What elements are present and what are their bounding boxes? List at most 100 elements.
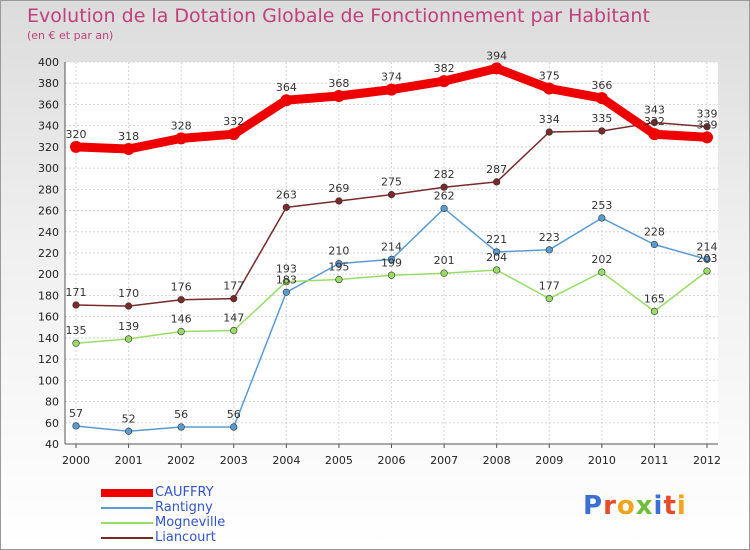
- data-label: 193: [276, 263, 297, 276]
- y-tick-label: 240: [38, 226, 59, 239]
- data-label: 214: [381, 240, 402, 253]
- data-label: 263: [276, 188, 297, 201]
- data-label: 199: [381, 256, 402, 269]
- legend-label: Mogneville: [155, 515, 226, 530]
- data-label: 228: [644, 226, 665, 239]
- data-point: [545, 128, 553, 136]
- data-point: [440, 183, 448, 191]
- data-point: [282, 278, 290, 286]
- data-label: 170: [118, 287, 139, 300]
- y-tick-label: 200: [38, 268, 59, 281]
- y-tick-label: 80: [45, 396, 59, 409]
- data-label: 368: [328, 77, 349, 90]
- y-tick-label: 220: [38, 247, 59, 260]
- data-point: [648, 128, 661, 141]
- data-point: [227, 128, 240, 141]
- data-point: [703, 255, 711, 263]
- data-point: [280, 94, 293, 107]
- data-label: 329: [697, 118, 718, 131]
- legend-swatch: [101, 537, 153, 539]
- y-tick-label: 380: [38, 77, 59, 90]
- data-label: 343: [644, 103, 665, 116]
- y-tick-label: 140: [38, 332, 59, 345]
- x-tick-label: 2003: [220, 454, 248, 467]
- data-label: 394: [486, 49, 507, 62]
- data-label: 221: [486, 233, 507, 246]
- logo-letter: i: [676, 491, 687, 521]
- legend-swatch: [101, 489, 153, 497]
- data-label: 374: [381, 71, 402, 84]
- data-point: [595, 92, 608, 105]
- legend-label: Rantigny: [155, 500, 213, 515]
- data-point: [440, 269, 448, 277]
- data-point: [703, 123, 711, 131]
- data-point: [438, 75, 451, 88]
- data-point: [72, 422, 80, 430]
- logo-letter: P: [583, 491, 604, 521]
- data-point: [124, 335, 133, 343]
- y-tick-label: 260: [38, 205, 59, 218]
- data-label: 56: [227, 408, 241, 421]
- data-label: 223: [539, 231, 560, 244]
- data-label: 195: [328, 261, 349, 274]
- proxiti-logo: Proxiti: [583, 491, 687, 521]
- data-point: [387, 271, 396, 279]
- x-tick-label: 2011: [640, 454, 668, 467]
- y-tick-label: 280: [38, 183, 59, 196]
- data-label: 177: [539, 280, 560, 293]
- x-tick-label: 2008: [483, 454, 511, 467]
- y-tick-label: 300: [38, 162, 59, 175]
- y-tick-label: 180: [38, 289, 59, 302]
- data-point: [598, 268, 606, 276]
- data-label: 364: [276, 81, 297, 94]
- logo-letter: r: [603, 491, 617, 521]
- logo-letter: t: [663, 491, 677, 521]
- data-point: [650, 240, 659, 249]
- data-point: [230, 326, 238, 335]
- logo-letter: o: [616, 491, 636, 521]
- legend-label: Liancourt: [155, 530, 216, 545]
- data-point: [650, 307, 659, 315]
- data-label: 56: [174, 408, 188, 421]
- data-label: 183: [276, 273, 297, 286]
- data-point: [177, 423, 185, 431]
- x-tick-label: 2012: [693, 454, 721, 467]
- data-point: [440, 204, 448, 213]
- data-label: 332: [223, 115, 244, 128]
- data-point: [282, 288, 290, 296]
- data-label: 375: [539, 70, 560, 83]
- data-label: 320: [66, 128, 87, 141]
- data-label: 135: [66, 324, 87, 337]
- legend-swatch: [101, 522, 153, 524]
- data-label: 202: [591, 253, 612, 266]
- x-tick-label: 2002: [167, 454, 195, 467]
- data-label: 52: [122, 412, 136, 425]
- x-tick-label: 2010: [588, 454, 616, 467]
- data-label: 176: [171, 281, 192, 294]
- data-label: 147: [223, 311, 244, 324]
- legend-label: CAUFFRY: [155, 485, 214, 500]
- y-tick-label: 40: [45, 438, 59, 451]
- chart-subtitle: (en € et par an): [27, 29, 114, 42]
- data-label: 339: [697, 108, 718, 121]
- data-label: 253: [591, 199, 612, 212]
- data-point: [175, 132, 188, 145]
- legend-swatch: [101, 507, 153, 509]
- x-tick-label: 2007: [430, 454, 458, 467]
- data-point: [701, 131, 713, 144]
- y-tick-label: 100: [38, 374, 59, 387]
- data-point: [72, 339, 80, 347]
- data-point: [703, 267, 711, 275]
- data-point: [230, 423, 238, 431]
- y-tick-label: 320: [38, 141, 59, 154]
- x-tick-label: 2000: [62, 454, 90, 467]
- data-label: 275: [381, 176, 402, 189]
- data-label: 203: [697, 252, 718, 265]
- data-label: 335: [591, 112, 612, 125]
- y-tick-label: 400: [38, 56, 59, 69]
- data-point: [650, 118, 659, 127]
- data-point: [282, 203, 290, 211]
- chart-title: Evolution de la Dotation Globale de Fonc…: [27, 5, 650, 27]
- data-label: 210: [328, 245, 349, 258]
